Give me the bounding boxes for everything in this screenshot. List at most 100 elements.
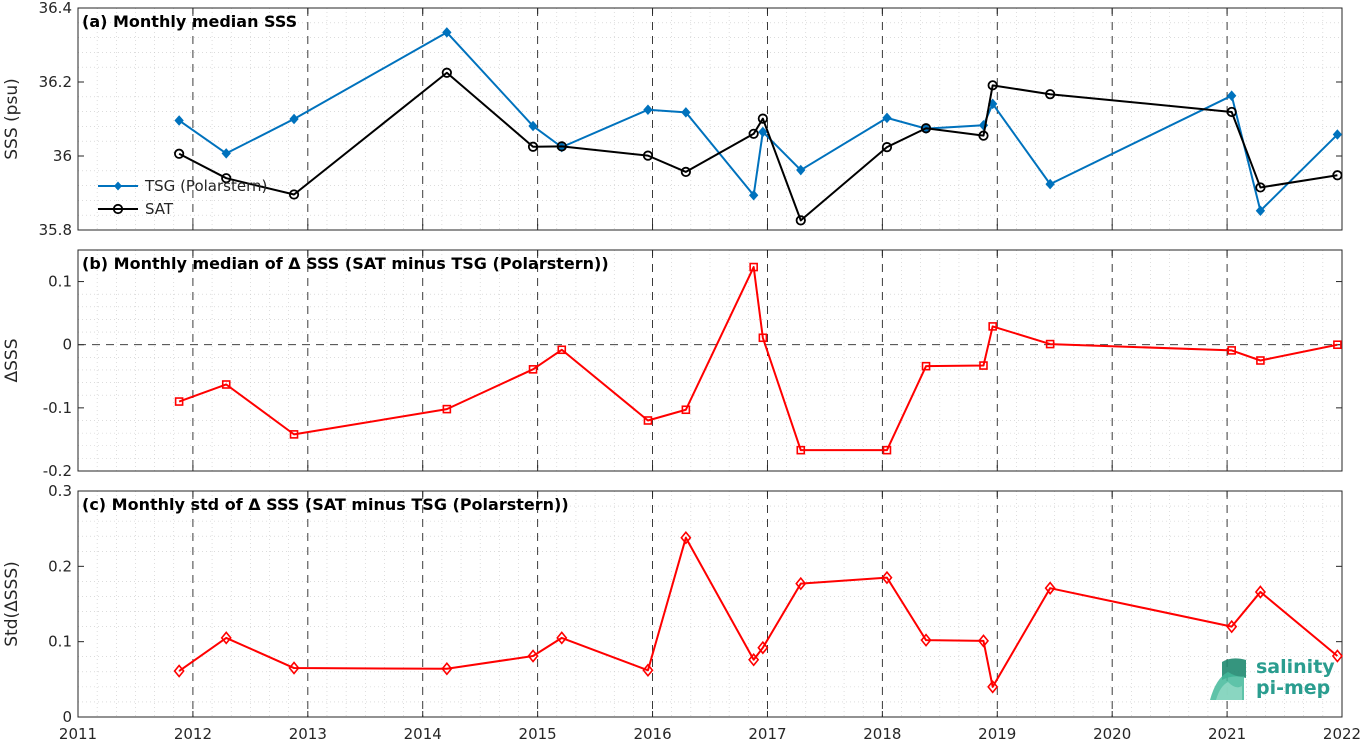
data-point: [680, 166, 691, 178]
legend-label: TSG (Polarstern): [144, 177, 267, 195]
y-tick-label: 0.1: [48, 633, 72, 651]
data-point: [642, 663, 654, 678]
data-point: [1333, 340, 1342, 350]
data-point: [1331, 649, 1343, 663]
data-point: [442, 404, 452, 414]
data-point: [987, 680, 999, 694]
legend-marker: [114, 181, 122, 191]
data-point: [1227, 90, 1237, 101]
x-tick-label: 2014: [404, 725, 442, 743]
panel-title: (b) Monthly median of Δ SSS (SAT minus T…: [82, 254, 609, 273]
y-tick-label: 36: [53, 147, 72, 165]
panel-c-std-delta-sss: 0 0.1 0.2 0.3 2011 2012 2013 2014 2015 2016 2017 20…: [2, 482, 1361, 743]
y-tick-label: 0.2: [48, 557, 72, 575]
data-point: [987, 80, 998, 91]
data-point: [977, 634, 990, 648]
series-sat: [174, 67, 1343, 226]
data-point: [796, 164, 806, 176]
data-point: [1045, 89, 1056, 100]
minor-grid: [78, 250, 1342, 471]
salinity-pi-mep-logo: salinity pi-mep: [1210, 656, 1335, 700]
x-tick-label: 2016: [633, 725, 671, 743]
series-delta: [173, 530, 1343, 694]
y-axis-label: SSS (psu): [2, 78, 22, 159]
panel-b-delta-sss: -0.2 -0.1 0 0.1 ΔSSS (b) Monthly median of Δ …: [2, 249, 1343, 480]
y-axis-label: Std(ΔSSS): [2, 561, 22, 647]
data-point: [748, 189, 759, 201]
x-tick-label: 2015: [519, 725, 557, 743]
data-point: [758, 126, 768, 138]
y-tick-label: 0: [62, 708, 72, 726]
data-point: [528, 365, 538, 374]
data-point: [1255, 182, 1266, 193]
data-point: [442, 27, 452, 38]
data-point: [643, 104, 653, 116]
data-point: [795, 576, 807, 591]
data-point: [748, 128, 759, 139]
series-line: [178, 71, 1338, 222]
minor-grid: [78, 491, 1342, 717]
year-gridlines: [192, 8, 1228, 230]
data-point: [527, 141, 539, 152]
data-point: [1045, 178, 1055, 190]
x-tick-label: 2022: [1323, 725, 1361, 743]
y-tick-label: 0.3: [48, 482, 72, 500]
data-point: [749, 262, 758, 272]
data-point: [979, 361, 988, 370]
data-point: [988, 322, 997, 331]
series-delta: [174, 262, 1342, 455]
data-point: [681, 405, 691, 415]
data-point: [796, 445, 806, 455]
data-point: [1045, 339, 1055, 349]
x-tick-label: 2017: [748, 725, 786, 743]
logo-line2: pi-mep: [1256, 677, 1330, 699]
data-point: [1332, 129, 1343, 140]
year-gridlines: [192, 491, 1228, 717]
x-tick-label: 2019: [978, 725, 1016, 743]
year-gridlines: [192, 250, 1228, 471]
data-point: [556, 141, 567, 152]
data-point: [220, 631, 232, 645]
axes-box: [77, 249, 1343, 472]
data-point: [441, 67, 452, 78]
data-point: [795, 215, 806, 226]
data-point: [288, 661, 300, 675]
axes-box: [77, 7, 1343, 231]
data-point: [643, 416, 653, 425]
logo-line1: salinity: [1256, 656, 1335, 678]
y-tick-label: 36.2: [39, 73, 72, 91]
data-point: [1332, 170, 1343, 181]
x-tick-label: 2021: [1208, 725, 1246, 743]
y-tick-label: -0.1: [43, 399, 72, 417]
data-point: [920, 123, 932, 134]
x-tick-label: 2020: [1093, 725, 1131, 743]
data-point: [680, 530, 692, 545]
data-point: [174, 148, 185, 159]
data-point: [174, 115, 184, 126]
data-point: [1226, 619, 1238, 634]
data-point: [557, 345, 567, 355]
data-point: [1226, 106, 1237, 118]
data-point: [642, 150, 654, 161]
data-point: [748, 652, 760, 667]
data-point: [757, 113, 768, 124]
data-point: [288, 189, 300, 200]
data-point: [757, 640, 769, 655]
data-point: [221, 380, 231, 389]
data-point: [441, 662, 453, 676]
data-point: [681, 107, 691, 118]
x-tick-label: 2011: [59, 725, 97, 743]
axes-box: [77, 490, 1343, 718]
series-line: [178, 266, 1338, 452]
data-point: [174, 397, 184, 406]
data-point: [978, 130, 989, 141]
series-tsg-polarstern-: [174, 27, 1343, 217]
y-tick-label: -0.2: [43, 462, 72, 480]
panel-title: (c) Monthly std of Δ SSS (SAT minus TSG …: [82, 495, 569, 514]
data-point: [1044, 581, 1056, 595]
data-point: [920, 633, 932, 647]
y-tick-label: 0.1: [48, 273, 72, 291]
data-point: [882, 112, 892, 124]
data-point: [221, 148, 231, 159]
y-tick-label: 0: [62, 336, 72, 354]
